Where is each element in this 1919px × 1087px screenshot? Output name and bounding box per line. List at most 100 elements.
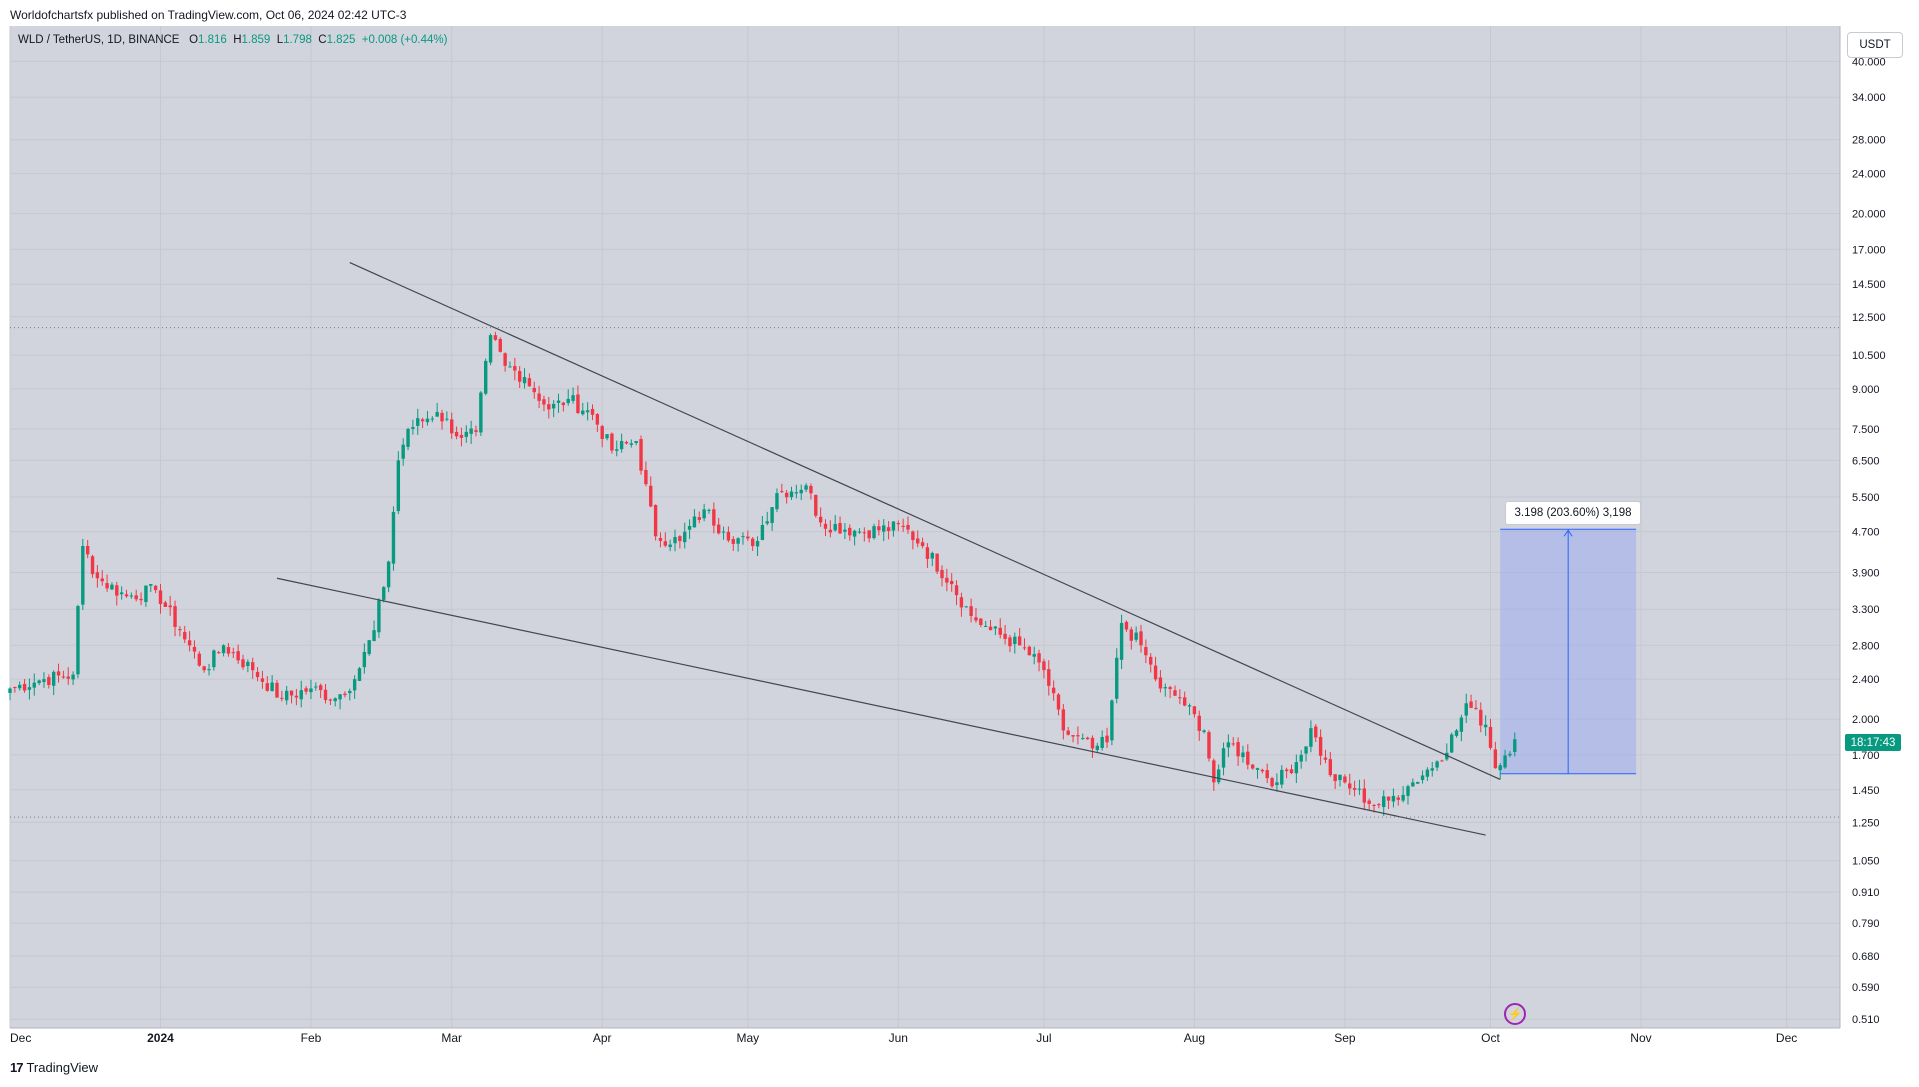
candle-body [284,690,289,701]
candle-body [1299,754,1303,762]
published-header: Worldofchartsfx published on TradingView… [10,8,407,22]
candle-body [212,650,216,668]
candle-body [1294,762,1299,774]
candle-body [328,699,333,701]
candle-body [556,400,561,403]
candle-body [372,630,376,642]
candle-body [294,695,299,698]
candle-body [241,659,245,668]
candle-body [920,542,925,547]
candle-body [42,679,46,682]
candle-body [1163,687,1167,689]
candle-body [1430,768,1434,771]
candle-body [100,578,104,582]
candle-body [493,335,498,340]
y-tick-label: 7.500 [1852,424,1880,436]
y-tick-label: 2.400 [1852,674,1880,686]
candle-body [1362,788,1366,803]
candle-body [527,378,532,387]
candle-body [1250,764,1255,769]
candle-body [974,617,978,621]
candle-body [246,661,250,667]
candle-body [1488,726,1493,748]
candle-body [1372,805,1376,807]
y-tick-label: 0.790 [1852,918,1880,930]
candle-body [1420,775,1425,780]
x-tick-label: Nov [1630,1031,1651,1045]
candle-body [479,392,483,433]
candle-body [877,526,881,531]
candle-body [236,651,240,661]
candle-body [1241,752,1245,758]
candle-body [163,602,168,607]
candle-body [1168,687,1172,690]
candle-body [765,521,769,524]
candle-body [1197,715,1201,732]
candle-body [173,606,177,627]
candle-body [260,678,265,682]
horizontal-levels [10,327,1840,818]
candle-body [1357,788,1362,790]
trendline [276,577,1486,836]
y-tick-label: 9.000 [1852,384,1880,396]
candle-body [22,683,27,691]
candle-body [1498,765,1502,771]
candle-body [178,629,182,631]
candle-body [1105,735,1109,743]
lightning-icon[interactable]: ⚡ [1504,1003,1526,1025]
currency-button[interactable]: USDT [1847,32,1903,58]
candle-body [81,546,85,605]
candle-body [993,626,998,629]
candle-body [1149,656,1153,665]
candle-body [1377,804,1381,806]
candle-body [1425,769,1430,777]
candle-body [377,600,381,633]
candle-body [1090,737,1095,749]
candle-body [998,627,1002,635]
candle-body [653,505,658,537]
candle-body [828,529,833,533]
y-tick-label: 0.910 [1852,887,1880,899]
candle-body [367,640,371,655]
y-tick-label: 3.900 [1852,568,1880,580]
candle-body [799,489,803,494]
candle-body [517,371,522,382]
candle-body [119,592,124,595]
candle-body [435,412,439,417]
footer-brand[interactable]: 17 TradingView [10,1060,98,1075]
candle-body [396,460,401,512]
candle-body [945,577,949,583]
candle-body [474,430,478,432]
y-tick-label: 0.590 [1852,982,1880,994]
candle-body [255,671,260,678]
candle-body [1323,757,1328,760]
candle-body [513,366,517,371]
candle-body [930,552,934,559]
candle-body [1508,753,1512,756]
candle-body [1051,687,1056,694]
candle-body [1391,795,1396,802]
x-tick-label: Dec [10,1031,31,1045]
candle-body [1017,636,1022,646]
candle-body [95,572,100,579]
candle-body [925,547,930,559]
y-tick-label: 28.000 [1852,135,1886,147]
candle-body [750,538,755,547]
candle-body [289,690,294,696]
candle-body [1110,700,1114,741]
candle-body [649,485,653,507]
candle-body [755,540,760,547]
candle-body [585,410,590,413]
candle-body [144,585,148,603]
candle-body [848,527,852,536]
candle-body [115,585,119,596]
candle-body [56,671,61,676]
y-tick-label: 2.000 [1852,714,1880,726]
x-tick-label: Sep [1334,1031,1356,1045]
y-tick-label: 2.800 [1852,640,1880,652]
candle-body [280,697,284,699]
candle-body [814,494,818,516]
candle-body [1289,769,1294,774]
candle-body [658,537,663,541]
